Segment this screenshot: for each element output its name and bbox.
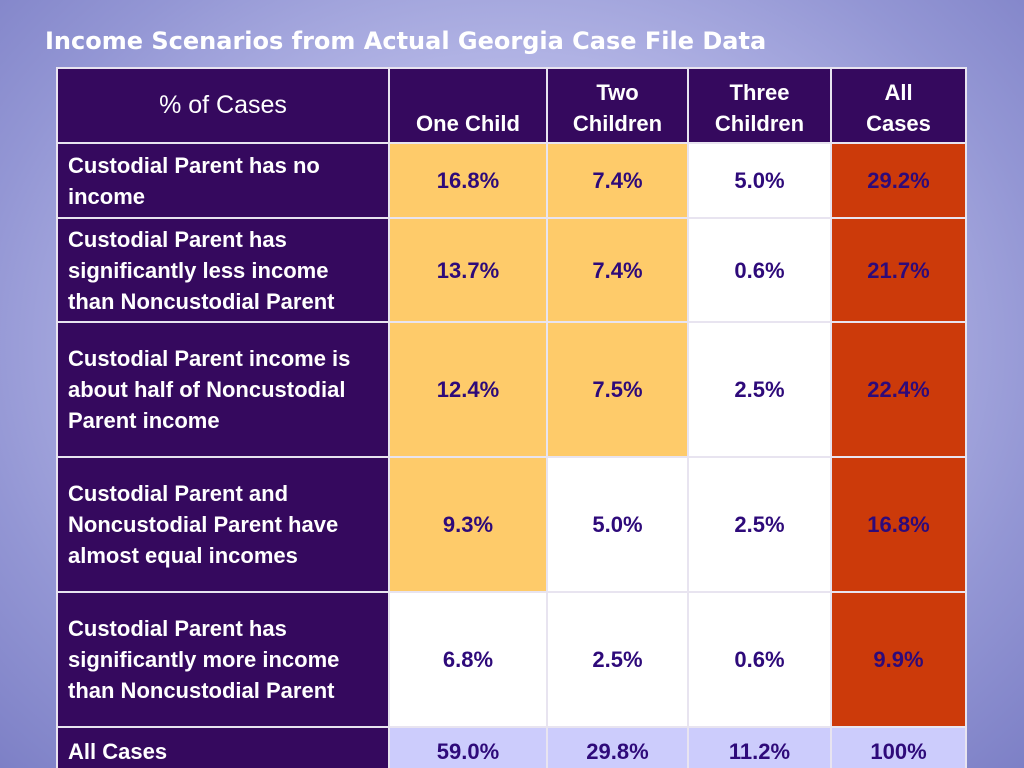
column-header-cell: One Child <box>388 67 548 144</box>
value-cell: 0.6% <box>687 591 832 728</box>
value-cell: 9.9% <box>830 591 967 728</box>
value-cell: 13.7% <box>388 217 548 323</box>
totals-row: All Cases 59.0% 29.8% 11.2% 100% <box>56 726 967 768</box>
table-row: Custodial Parent and Noncustodial Parent… <box>56 456 967 593</box>
slide-title: Income Scenarios from Actual Georgia Cas… <box>45 27 767 55</box>
table-row: Custodial Parent has significantly more … <box>56 591 967 728</box>
value-cell: 2.5% <box>546 591 689 728</box>
row-label-cell: Custodial Parent income is about half of… <box>56 321 390 458</box>
total-value-cell: 11.2% <box>687 726 832 768</box>
column-header-line-2: Children <box>714 111 805 136</box>
value-cell: 16.8% <box>830 456 967 593</box>
value-cell: 2.5% <box>687 321 832 458</box>
table-row: Custodial Parent has no income 16.8% 7.4% 5… <box>56 142 967 219</box>
total-value-cell: 59.0% <box>388 726 548 768</box>
income-scenarios-table: % of Cases One Child Two Children Three Child… <box>56 67 967 768</box>
table-row: Custodial Parent has significantly less … <box>56 217 967 323</box>
value-cell: 22.4% <box>830 321 967 458</box>
total-value-cell: 100% <box>830 726 967 768</box>
value-cell: 29.2% <box>830 142 967 219</box>
column-header-cell: Three Children <box>687 67 832 144</box>
row-label-cell: Custodial Parent has significantly more … <box>56 591 390 728</box>
totals-label-cell: All Cases <box>56 726 390 768</box>
total-value-cell: 29.8% <box>546 726 689 768</box>
row-label-cell: Custodial Parent has significantly less … <box>56 217 390 323</box>
column-header-line-1: All <box>884 80 913 105</box>
table-header-row: % of Cases One Child Two Children Three Child… <box>56 67 967 144</box>
row-label-cell: Custodial Parent and Noncustodial Parent… <box>56 456 390 593</box>
value-cell: 12.4% <box>388 321 548 458</box>
value-cell: 2.5% <box>687 456 832 593</box>
column-header-line-2: Children <box>572 111 663 136</box>
column-header-line-1: Three <box>729 80 790 105</box>
corner-header-cell: % of Cases <box>56 67 390 144</box>
column-header-cell: All Cases <box>830 67 967 144</box>
value-cell: 21.7% <box>830 217 967 323</box>
table-row: Custodial Parent income is about half of… <box>56 321 967 458</box>
value-cell: 16.8% <box>388 142 548 219</box>
value-cell: 6.8% <box>388 591 548 728</box>
column-header-line-2: Cases <box>866 111 931 136</box>
column-header-cell: Two Children <box>546 67 689 144</box>
value-cell: 5.0% <box>546 456 689 593</box>
value-cell: 0.6% <box>687 217 832 323</box>
value-cell: 5.0% <box>687 142 832 219</box>
value-cell: 7.4% <box>546 142 689 219</box>
column-header-line-1: Two <box>596 80 639 105</box>
value-cell: 7.4% <box>546 217 689 323</box>
row-label-cell: Custodial Parent has no income <box>56 142 390 219</box>
value-cell: 7.5% <box>546 321 689 458</box>
value-cell: 9.3% <box>388 456 548 593</box>
column-header-line-2: One Child <box>416 111 520 136</box>
